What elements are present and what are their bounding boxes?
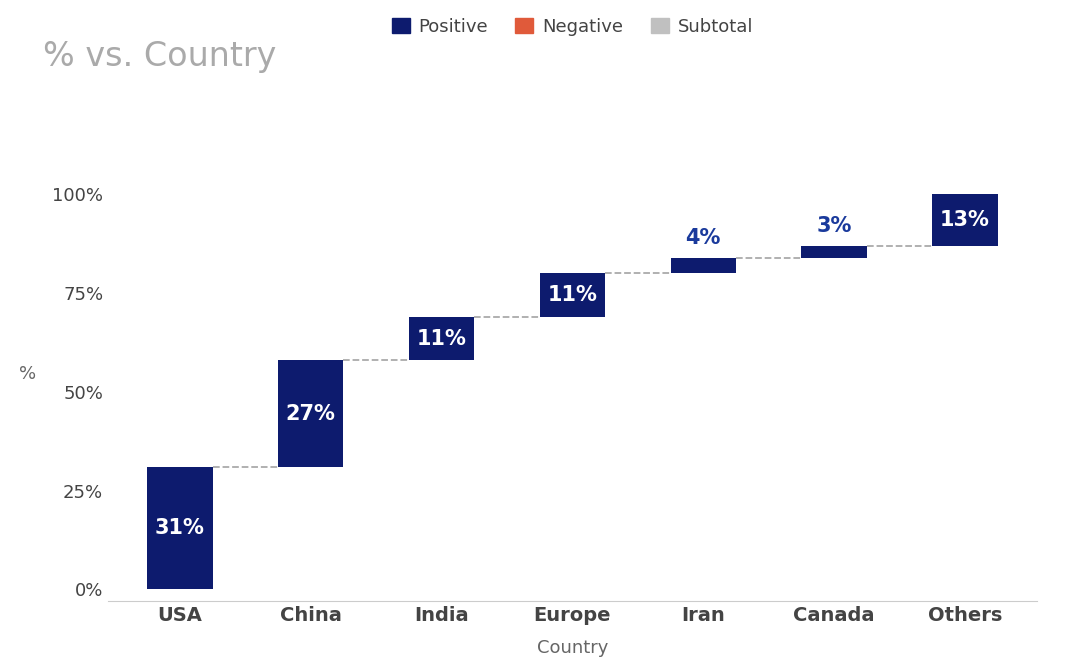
Text: % vs. Country: % vs. Country bbox=[43, 40, 276, 73]
Legend: Positive, Negative, Subtotal: Positive, Negative, Subtotal bbox=[384, 11, 760, 43]
Bar bbox=[671, 258, 735, 273]
Bar bbox=[801, 246, 867, 258]
Text: 4%: 4% bbox=[686, 228, 721, 248]
Bar bbox=[278, 360, 343, 467]
Text: 13%: 13% bbox=[940, 210, 989, 230]
Text: 31%: 31% bbox=[156, 518, 205, 538]
Y-axis label: %: % bbox=[18, 365, 36, 383]
Text: 11%: 11% bbox=[417, 329, 467, 349]
X-axis label: Country: Country bbox=[537, 639, 608, 657]
Text: 3%: 3% bbox=[816, 216, 852, 236]
Text: 11%: 11% bbox=[548, 285, 597, 305]
Bar bbox=[932, 194, 998, 246]
Bar bbox=[540, 273, 605, 317]
Text: 27%: 27% bbox=[286, 403, 336, 424]
Bar bbox=[409, 317, 474, 360]
Bar bbox=[147, 467, 213, 589]
